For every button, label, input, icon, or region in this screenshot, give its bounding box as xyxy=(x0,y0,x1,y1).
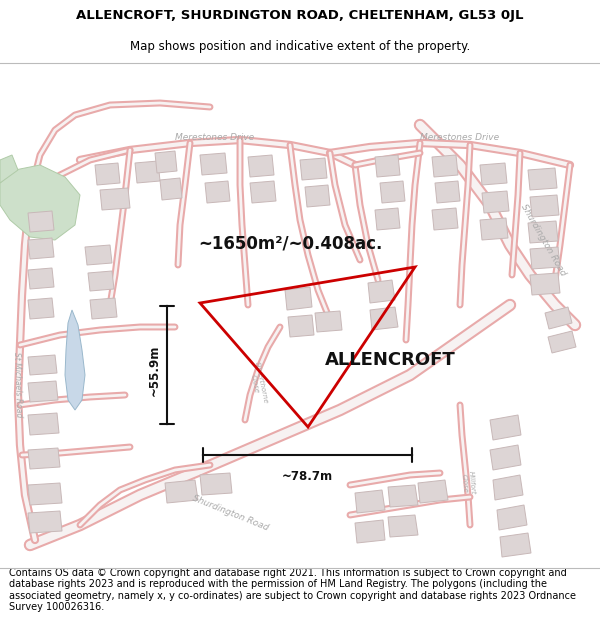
Polygon shape xyxy=(480,163,507,185)
Polygon shape xyxy=(95,163,120,185)
Polygon shape xyxy=(28,298,54,319)
Polygon shape xyxy=(155,151,177,173)
Polygon shape xyxy=(388,515,418,537)
Polygon shape xyxy=(355,520,385,543)
Polygon shape xyxy=(528,168,557,190)
Polygon shape xyxy=(482,191,509,213)
Polygon shape xyxy=(545,307,572,329)
Text: ~1650m²/~0.408ac.: ~1650m²/~0.408ac. xyxy=(198,234,382,252)
Polygon shape xyxy=(368,280,395,303)
Polygon shape xyxy=(28,511,62,533)
Polygon shape xyxy=(497,505,527,530)
Polygon shape xyxy=(375,208,400,230)
Text: ~55.9m: ~55.9m xyxy=(148,344,161,396)
Polygon shape xyxy=(0,155,18,183)
Polygon shape xyxy=(530,247,560,269)
Polygon shape xyxy=(28,381,58,402)
Polygon shape xyxy=(490,415,521,440)
Polygon shape xyxy=(85,245,112,265)
Text: ALLENCROFT, SHURDINGTON ROAD, CHELTENHAM, GL53 0JL: ALLENCROFT, SHURDINGTON ROAD, CHELTENHAM… xyxy=(76,9,524,22)
Polygon shape xyxy=(200,473,232,495)
Polygon shape xyxy=(65,310,85,410)
Polygon shape xyxy=(490,445,521,470)
Polygon shape xyxy=(250,181,276,203)
Polygon shape xyxy=(548,331,576,353)
Text: Contains OS data © Crown copyright and database right 2021. This information is : Contains OS data © Crown copyright and d… xyxy=(9,568,576,612)
Polygon shape xyxy=(380,181,405,203)
Polygon shape xyxy=(388,485,418,507)
Polygon shape xyxy=(248,155,274,177)
Polygon shape xyxy=(315,311,342,332)
Polygon shape xyxy=(90,298,117,319)
Polygon shape xyxy=(28,268,54,289)
Text: Silverthorne
Close: Silverthorne Close xyxy=(247,361,269,406)
Polygon shape xyxy=(418,480,448,503)
Text: Map shows position and indicative extent of the property.: Map shows position and indicative extent… xyxy=(130,41,470,53)
Polygon shape xyxy=(432,208,458,230)
Polygon shape xyxy=(165,480,198,503)
Polygon shape xyxy=(355,490,385,513)
Polygon shape xyxy=(28,238,54,259)
Polygon shape xyxy=(28,483,62,505)
Polygon shape xyxy=(432,155,458,177)
Text: St Michaels Road: St Michaels Road xyxy=(13,352,23,418)
Text: Shurdington Road: Shurdington Road xyxy=(191,494,269,532)
Text: ALLENCROFT: ALLENCROFT xyxy=(325,351,455,369)
Polygon shape xyxy=(370,307,398,330)
Polygon shape xyxy=(200,153,227,175)
Text: ~78.7m: ~78.7m xyxy=(282,470,333,483)
Polygon shape xyxy=(88,271,114,291)
Polygon shape xyxy=(100,188,130,210)
Polygon shape xyxy=(28,211,54,232)
Polygon shape xyxy=(28,413,59,435)
Polygon shape xyxy=(375,155,400,177)
Polygon shape xyxy=(530,273,560,295)
Polygon shape xyxy=(530,195,559,217)
Polygon shape xyxy=(285,287,312,310)
Text: Merestones Drive: Merestones Drive xyxy=(175,132,254,141)
Polygon shape xyxy=(500,533,531,557)
Polygon shape xyxy=(493,475,523,500)
Polygon shape xyxy=(135,161,160,183)
Polygon shape xyxy=(305,185,330,207)
Polygon shape xyxy=(28,448,60,469)
Text: Hillfort
Close: Hillfort Close xyxy=(460,471,476,496)
Polygon shape xyxy=(300,158,327,180)
Polygon shape xyxy=(528,221,558,243)
Polygon shape xyxy=(480,218,508,240)
Text: Shurdington Road: Shurdington Road xyxy=(519,202,567,278)
Polygon shape xyxy=(435,181,460,203)
Polygon shape xyxy=(160,178,182,200)
Text: Merestones Drive: Merestones Drive xyxy=(421,132,500,141)
Polygon shape xyxy=(205,181,230,203)
Polygon shape xyxy=(288,315,314,337)
Polygon shape xyxy=(0,165,80,240)
Polygon shape xyxy=(28,355,57,375)
